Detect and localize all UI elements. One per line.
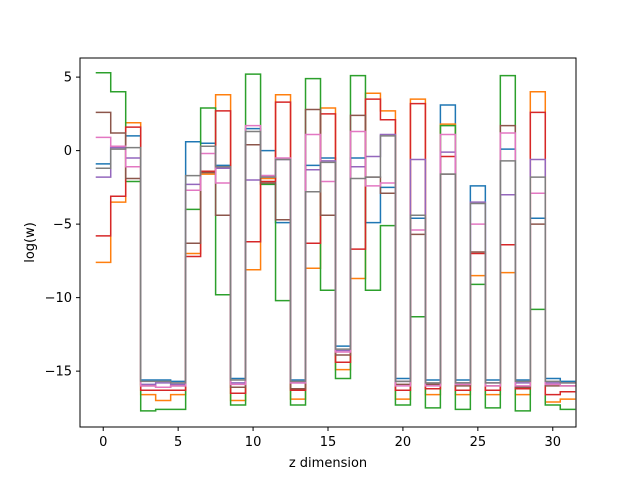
x-tick-label: 25 xyxy=(470,435,487,450)
y-tick-label: 5 xyxy=(64,71,72,86)
series-line-8 xyxy=(95,130,576,384)
y-tick-label: −5 xyxy=(53,218,72,233)
x-tick-label: 10 xyxy=(245,435,262,450)
series-layer xyxy=(95,71,576,412)
x-tick-label: 0 xyxy=(99,435,107,450)
y-axis-label: log(w) xyxy=(23,222,38,263)
x-tick-label: 20 xyxy=(395,435,412,450)
x-tick-label: 30 xyxy=(545,435,562,450)
x-axis-ticks: 0 5 10 15 20 25 30 xyxy=(99,427,561,450)
y-tick-label: −15 xyxy=(45,365,72,380)
y-axis-ticks: −15 −10 −5 0 5 xyxy=(45,71,80,380)
series-line-4 xyxy=(95,98,576,396)
x-tick-label: 15 xyxy=(320,435,337,450)
x-axis-label: z dimension xyxy=(289,456,367,471)
y-tick-label: −10 xyxy=(45,291,72,306)
x-tick-label: 5 xyxy=(174,435,182,450)
y-tick-label: 0 xyxy=(64,144,72,159)
